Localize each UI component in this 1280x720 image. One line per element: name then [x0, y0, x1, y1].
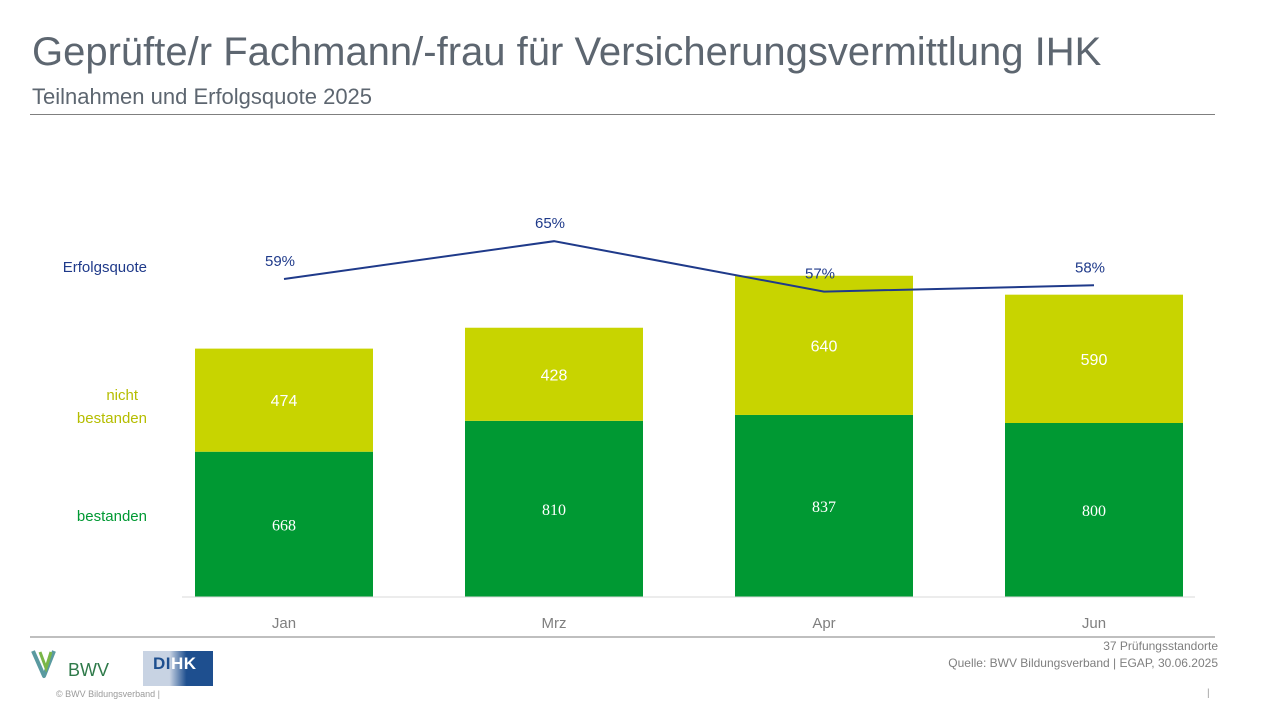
x-tick-apr: Apr: [812, 615, 835, 632]
label-bestanden-jan: 668: [272, 517, 296, 534]
dihk-logo-part2: HK: [171, 654, 197, 673]
dihk-logo-text: DIHK: [153, 654, 197, 674]
title-divider: [30, 114, 1215, 115]
page-bar-separator: |: [1207, 688, 1210, 699]
page-subtitle: Teilnahmen und Erfolgsquote 2025: [32, 84, 373, 109]
label-erfolgsquote-apr: 57%: [805, 266, 835, 283]
x-tick-jan: Jan: [272, 615, 296, 632]
label-nicht-bestanden-mrz: 428: [541, 367, 568, 384]
label-bestanden-apr: 837: [812, 499, 836, 516]
legend-bestanden: bestanden: [77, 508, 147, 525]
bwv-logo: BWV: [31, 650, 109, 680]
dihk-logo-part1: DI: [153, 654, 171, 673]
dihk-logo: DIHK: [143, 651, 213, 686]
footer-source-note: Quelle: BWV Bildungsverband | EGAP, 30.0…: [948, 656, 1218, 670]
x-tick-jun: Jun: [1082, 615, 1106, 632]
label-nicht-bestanden-jan: 474: [271, 393, 298, 410]
page-title: Geprüfte/r Fachmann/-frau für Versicheru…: [32, 30, 1102, 74]
x-tick-mrz: Mrz: [542, 615, 567, 632]
legend-erfolgsquote: Erfolgsquote: [63, 259, 147, 276]
footer-locations-note: 37 Prüfungsstandorte: [1103, 639, 1218, 653]
label-erfolgsquote-jun: 58%: [1075, 259, 1105, 276]
label-nicht-bestanden-apr: 640: [811, 338, 838, 355]
legend-nicht-bestanden-line2: bestanden: [77, 410, 147, 427]
copyright-notice: © BWV Bildungsverband |: [56, 689, 161, 699]
bar-nicht-bestanden-apr: [735, 275, 913, 415]
bwv-v-mark-icon: [31, 650, 56, 678]
bar-bestanden-jun: [1005, 423, 1183, 597]
bar-nicht-bestanden-jun: [1005, 294, 1183, 423]
bar-bestanden-mrz: [465, 420, 643, 597]
label-bestanden-jun: 800: [1082, 503, 1106, 520]
bar-nicht-bestanden-jan: [195, 348, 373, 452]
label-erfolgsquote-mrz: 65%: [535, 215, 565, 232]
bar-bestanden-jan: [195, 451, 373, 597]
label-erfolgsquote-jan: 59%: [265, 253, 295, 270]
label-nicht-bestanden-jun: 590: [1081, 352, 1108, 369]
label-bestanden-mrz: 810: [542, 502, 566, 519]
bar-bestanden-apr: [735, 414, 913, 597]
bwv-logo-text: BWV: [68, 660, 109, 680]
bwv-v-leaf-icon: [38, 651, 53, 673]
line-erfolgsquote: [283, 240, 1095, 293]
bar-nicht-bestanden-mrz: [465, 327, 643, 421]
legend-nicht-bestanden-line1: nicht: [106, 387, 139, 404]
